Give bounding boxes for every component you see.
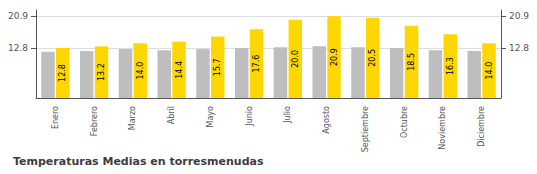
svg-text:20.0: 20.0	[291, 50, 300, 68]
svg-text:Temperaturas Medias en torresm: Temperaturas Medias en torresmenudas	[13, 155, 264, 168]
svg-text:20.9: 20.9	[8, 11, 28, 21]
svg-text:18.5: 18.5	[407, 53, 416, 71]
svg-text:Enero: Enero	[51, 106, 60, 129]
svg-text:Octubre: Octubre	[400, 106, 409, 138]
svg-text:Febrero: Febrero	[90, 106, 99, 136]
svg-text:16.3: 16.3	[446, 57, 455, 75]
svg-text:12.8: 12.8	[509, 43, 529, 53]
svg-text:Agosto: Agosto	[322, 106, 331, 134]
svg-text:Abril: Abril	[167, 106, 176, 124]
svg-text:Julio: Julio	[283, 106, 292, 124]
svg-text:14.0: 14.0	[136, 62, 145, 80]
svg-text:12.8: 12.8	[8, 43, 28, 53]
svg-text:17.6: 17.6	[252, 55, 261, 73]
svg-text:Noviembre: Noviembre	[438, 106, 447, 150]
svg-text:13.2: 13.2	[97, 63, 106, 81]
svg-text:Mayo: Mayo	[206, 106, 215, 128]
svg-text:Marzo: Marzo	[128, 106, 137, 130]
svg-text:20.9: 20.9	[509, 11, 529, 21]
svg-text:12.8: 12.8	[58, 64, 67, 82]
svg-text:14.0: 14.0	[485, 62, 494, 80]
svg-text:20.5: 20.5	[368, 49, 377, 67]
svg-text:Diciembre: Diciembre	[477, 106, 486, 147]
svg-text:14.4: 14.4	[175, 61, 184, 79]
svg-text:Junio: Junio	[245, 106, 254, 127]
svg-text:15.7: 15.7	[213, 58, 222, 76]
svg-text:20.9: 20.9	[330, 48, 339, 66]
svg-text:Septiembre: Septiembre	[361, 106, 370, 152]
